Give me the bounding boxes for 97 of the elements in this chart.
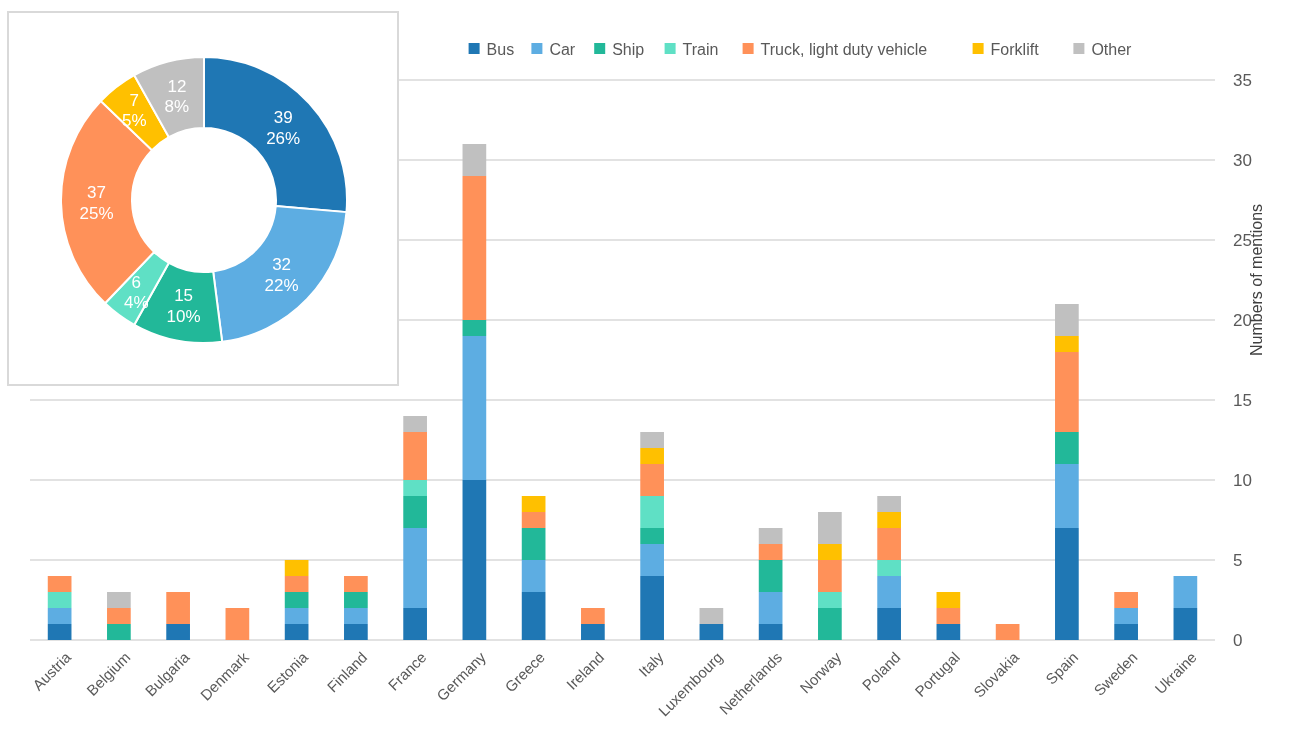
legend-label: Forklift xyxy=(990,40,1040,58)
bar xyxy=(1055,352,1079,432)
bar xyxy=(581,624,605,640)
bar xyxy=(344,576,368,592)
bar xyxy=(995,624,1020,640)
bar xyxy=(1055,464,1079,528)
legend-label: Train xyxy=(682,40,719,58)
bar xyxy=(521,592,546,640)
bar xyxy=(640,432,664,448)
bar xyxy=(284,560,309,576)
bar xyxy=(877,560,901,576)
bar xyxy=(344,624,368,640)
bar xyxy=(521,528,546,560)
bar xyxy=(1173,576,1198,608)
bar xyxy=(462,144,487,176)
bar xyxy=(107,624,131,640)
bar xyxy=(877,576,901,608)
bar xyxy=(936,592,961,608)
data-label: 32 22% xyxy=(264,255,299,295)
bar xyxy=(403,496,427,528)
bar xyxy=(936,608,961,624)
y-tick-label: 5 xyxy=(1233,550,1243,570)
bar xyxy=(166,592,190,624)
bar xyxy=(640,544,664,576)
bar xyxy=(877,608,901,640)
legend-label: Bus xyxy=(486,40,515,58)
bar xyxy=(1114,592,1138,608)
bar xyxy=(403,432,427,480)
bar xyxy=(1055,304,1079,336)
bar xyxy=(47,608,72,624)
legend-label: Truck, light duty vehicle xyxy=(760,40,928,58)
bar xyxy=(877,528,901,560)
bar xyxy=(284,592,309,608)
y-tick-label: 30 xyxy=(1233,150,1252,170)
bar xyxy=(818,512,842,544)
bar xyxy=(581,608,605,624)
bar xyxy=(462,480,487,640)
bar xyxy=(47,592,72,608)
bar xyxy=(818,544,842,560)
y-tick-label: 20 xyxy=(1233,310,1252,330)
legend-label: Ship xyxy=(612,40,645,58)
bar xyxy=(403,416,427,432)
y-tick-label: 10 xyxy=(1233,470,1252,490)
bar xyxy=(758,560,783,592)
bar xyxy=(284,624,309,640)
bar xyxy=(818,608,842,640)
y-tick-label: 15 xyxy=(1233,390,1252,410)
bar xyxy=(344,592,368,608)
bar xyxy=(1114,608,1138,624)
bar xyxy=(284,608,309,624)
bar xyxy=(107,608,131,624)
bar xyxy=(521,496,546,512)
bar xyxy=(521,560,546,592)
bar xyxy=(877,496,901,512)
bar xyxy=(758,592,783,624)
data-label: 37 25% xyxy=(79,183,114,223)
bar xyxy=(758,544,783,560)
bar xyxy=(1055,432,1079,464)
bar xyxy=(640,448,664,464)
bar xyxy=(47,576,72,592)
y-tick-label: 35 xyxy=(1233,70,1252,90)
bar xyxy=(877,512,901,528)
y-tick-label: 0 xyxy=(1233,630,1243,650)
bar xyxy=(640,528,664,544)
data-label: 7 5% xyxy=(122,90,147,131)
bar xyxy=(47,624,72,640)
bar xyxy=(640,496,664,528)
bar xyxy=(403,480,427,496)
data-label: 15 10% xyxy=(166,286,201,326)
data-label: 12 8% xyxy=(164,76,190,117)
legend-label: Other xyxy=(1091,40,1133,58)
bar xyxy=(344,608,368,624)
bar xyxy=(284,576,309,592)
bar xyxy=(758,624,783,640)
bar xyxy=(1114,624,1138,640)
bar xyxy=(758,528,783,544)
bar xyxy=(699,608,724,624)
bar xyxy=(403,608,427,640)
bar xyxy=(818,560,842,592)
data-label: 39 26% xyxy=(266,108,301,148)
bar xyxy=(462,176,487,320)
bar xyxy=(225,608,250,640)
bar xyxy=(640,576,664,640)
bar xyxy=(521,512,546,528)
bar xyxy=(166,624,190,640)
bar xyxy=(699,624,724,640)
bar xyxy=(462,320,487,336)
bar xyxy=(1055,336,1079,352)
bar xyxy=(403,528,427,608)
bar xyxy=(462,336,487,480)
bar xyxy=(1173,608,1198,640)
bar xyxy=(107,592,131,608)
bar xyxy=(640,464,664,496)
bar xyxy=(818,592,842,608)
bar xyxy=(1055,528,1079,640)
bar xyxy=(936,624,961,640)
legend-label: Car xyxy=(549,40,576,58)
